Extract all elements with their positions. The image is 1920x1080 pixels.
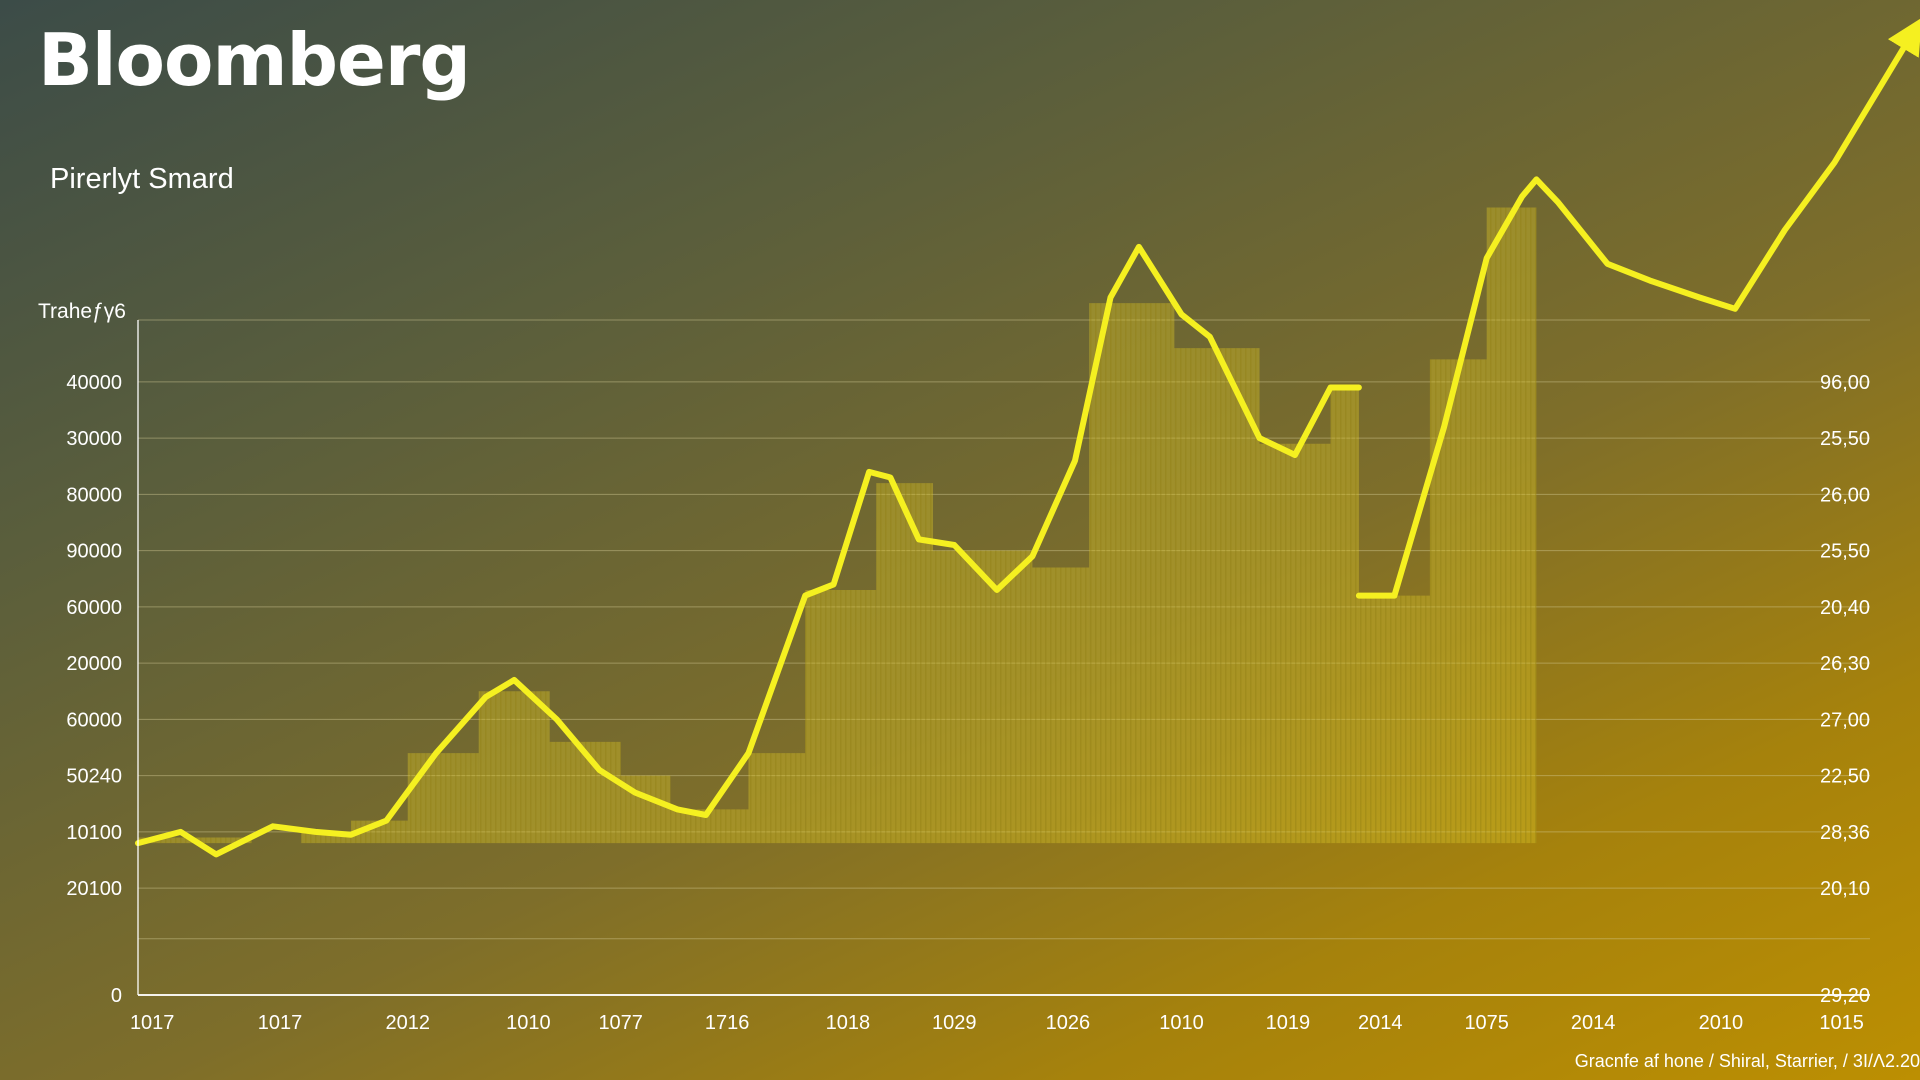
y2-tick-label: 25,50: [1820, 428, 1870, 450]
y-axis-title: Traheƒγ6: [38, 300, 126, 323]
y-tick-label: 20100: [66, 878, 122, 900]
y2-tick-label: 20,40: [1820, 597, 1870, 619]
bar: [1259, 443, 1331, 844]
x-tick-label: 1019: [1266, 1012, 1311, 1034]
y-tick-label: 60000: [66, 709, 122, 731]
bar: [1089, 303, 1175, 844]
x-tick-label: 2010: [1699, 1012, 1744, 1034]
y2-tick-label: 26,00: [1820, 484, 1870, 506]
bar: [748, 753, 806, 844]
bar: [1486, 207, 1537, 844]
bar-series: [138, 207, 1537, 844]
bar: [478, 691, 550, 844]
bar: [876, 483, 934, 844]
bar: [549, 741, 621, 844]
bar: [407, 753, 479, 844]
y-tick-label: 0: [111, 985, 122, 1007]
x-tick-label: 1075: [1464, 1012, 1509, 1034]
y2-tick-label: 96,00: [1820, 372, 1870, 394]
y2-tick-label: 22,50: [1820, 766, 1870, 788]
bar: [1429, 359, 1487, 844]
bar: [933, 550, 1033, 844]
y2-tick-label: 27,00: [1820, 709, 1870, 731]
x-tick-label: 2014: [1358, 1012, 1403, 1034]
y-tick-label: 90000: [66, 541, 122, 563]
bar: [301, 831, 351, 844]
brand-logo: Bloomberg: [38, 18, 471, 102]
bar: [1330, 387, 1359, 844]
line-series: [135, 17, 1920, 858]
y2-tick-label: 20,10: [1820, 878, 1870, 900]
x-tick-label: 1017: [258, 1012, 303, 1034]
y2-tick-label: 26,30: [1820, 653, 1870, 675]
x-tick-label: 1015: [1819, 1012, 1864, 1034]
y-tick-label: 60000: [66, 597, 122, 619]
x-tick-label: 1716: [705, 1012, 750, 1034]
y-tick-label: 50240: [66, 766, 122, 788]
tick-labels: Traheƒγ6 40000 30000 80000 90000 60000 20000 60…: [38, 300, 1870, 1034]
y2-tick-label: 28,36: [1820, 822, 1870, 844]
x-tick-label: 1010: [1159, 1012, 1204, 1034]
y-tick-label: 40000: [66, 372, 122, 394]
x-tick-label: 1010: [506, 1012, 551, 1034]
series-line-segment-1: [135, 243, 1362, 858]
x-tick-label: 2012: [385, 1012, 430, 1034]
y2-tick-label: 25,50: [1820, 541, 1870, 563]
y-tick-label: 10100: [66, 822, 122, 844]
y-tick-label: 80000: [66, 484, 122, 506]
bar: [1032, 567, 1090, 844]
series-line-segment-2: [1355, 17, 1920, 599]
x-tick-label: 1026: [1046, 1012, 1091, 1034]
chart-subtitle: Pirerlyt Smard: [50, 163, 234, 195]
y-tick-label: 20000: [66, 653, 122, 675]
bar: [805, 590, 877, 844]
x-tick-label: 1077: [598, 1012, 643, 1034]
y2-tick-label: 29,20: [1820, 985, 1870, 1007]
x-tick-label: 2014: [1571, 1012, 1616, 1034]
axes: [137, 320, 1870, 996]
x-tick-label: 1017: [130, 1012, 175, 1034]
bar: [1174, 348, 1260, 844]
footer-credit: Gracnfe af hone / Shiral, Starrier, / 3I…: [1574, 1051, 1920, 1071]
x-tick-label: 1029: [932, 1012, 977, 1034]
bar: [1358, 595, 1430, 844]
x-tick-label: 1018: [826, 1012, 871, 1034]
y-tick-label: 30000: [66, 428, 122, 450]
